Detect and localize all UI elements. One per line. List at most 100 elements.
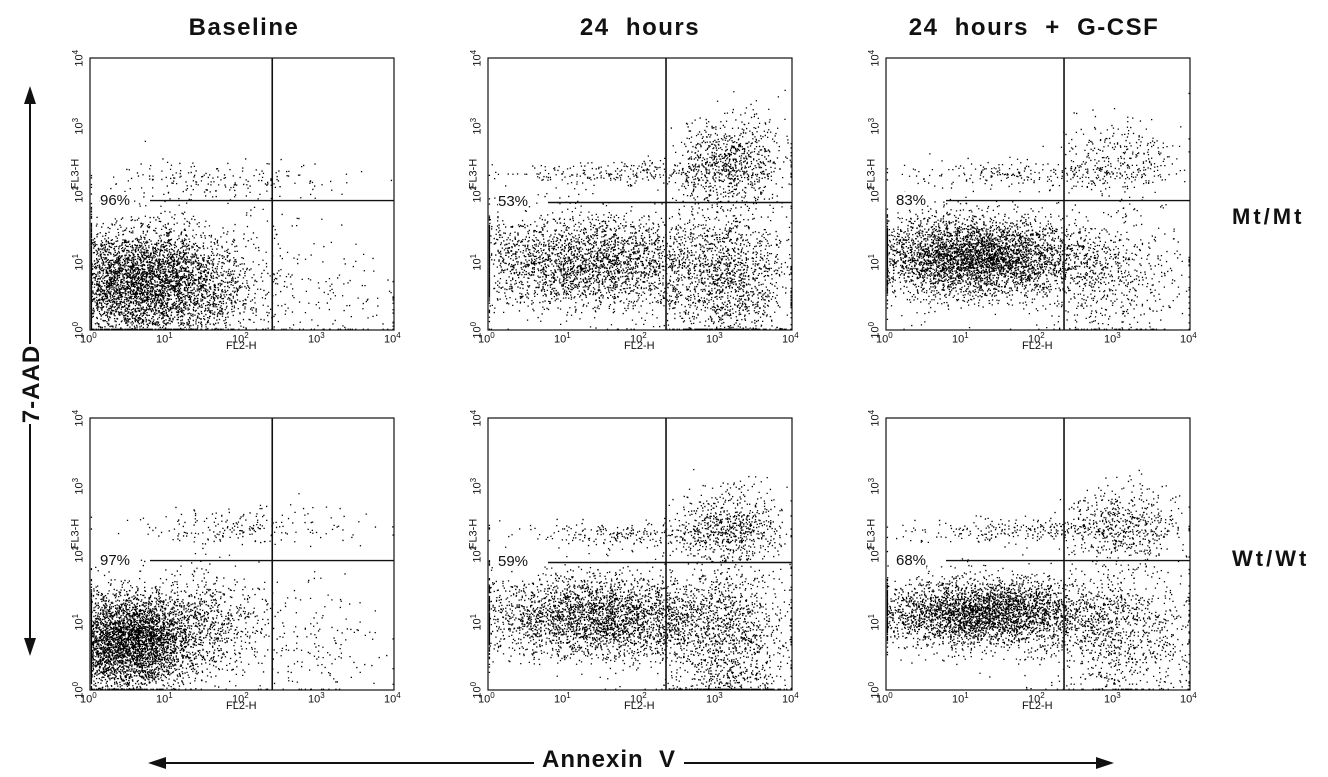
y-tick-label: 103 [867, 477, 882, 495]
scatter-panel-24h-mt: 53% 100 101 102 103 104 100 101 102 103 104 FL2-H FL… [467, 50, 798, 352]
y-tick-label: 100 [867, 681, 882, 699]
y-tick-label: 100 [469, 321, 484, 339]
y-tick-label: 101 [867, 253, 882, 271]
x-axis-channel-label: FL2-H [624, 700, 655, 712]
y-tick-label: 101 [71, 253, 86, 271]
scatter-svg [487, 417, 793, 691]
quadrant-percent-label: 97% [100, 551, 131, 569]
x-tick-label: 101 [554, 691, 571, 706]
scatter-points [886, 469, 1190, 690]
x-tick-label: 100 [876, 691, 893, 706]
scatter-dots [90, 140, 394, 330]
scatter-svg [885, 417, 1191, 691]
quadrant-percent-label: 96% [100, 191, 131, 209]
scatter-points [488, 89, 792, 330]
scatter-dots [886, 92, 1190, 330]
plot-frame [487, 57, 793, 331]
x-tick-label: 101 [952, 331, 969, 346]
y-tick-label: 103 [469, 477, 484, 495]
x-tick-label: 102 [232, 691, 249, 706]
quadrant-percent-label: 68% [896, 551, 927, 569]
x-tick-label: 103 [308, 331, 325, 346]
x-tick-label: 100 [478, 331, 495, 346]
x-tick-label: 101 [156, 331, 173, 346]
y-tick-label: 103 [71, 117, 86, 135]
x-tick-label: 104 [1180, 691, 1197, 706]
plot-frame [89, 57, 395, 331]
y-tick-label: 104 [867, 49, 882, 67]
x-axis-channel-label: FL2-H [226, 340, 257, 352]
y-tick-label: 101 [71, 613, 86, 631]
scatter-panel-baseline-mt: 96% 100 101 102 103 104 100 101 102 103 104 FL2-H FL… [69, 50, 400, 352]
y-axis-channel-label: FL3-H [467, 158, 480, 190]
column-title-baseline: Baseline [188, 14, 300, 41]
x-tick-label: 104 [782, 691, 799, 706]
x-tick-label: 102 [232, 331, 249, 346]
scatter-panel-gcsf-mt: 83% 100 101 102 103 104 100 101 102 103 104 FL2-H FL… [865, 50, 1196, 352]
y-tick-label: 104 [71, 49, 86, 67]
scatter-dots [488, 469, 792, 690]
y-tick-label: 104 [469, 49, 484, 67]
x-axis-channel-label: FL2-H [1022, 700, 1053, 712]
scatter-dots [90, 493, 394, 690]
scatter-panel-baseline-wt: 97% 100 101 102 103 104 100 101 102 103 104 FL2-H FL… [69, 410, 400, 712]
y-tick-label: 104 [71, 409, 86, 427]
x-tick-label: 101 [554, 331, 571, 346]
x-tick-label: 102 [1028, 331, 1045, 346]
y-tick-label: 103 [867, 117, 882, 135]
x-tick-label: 100 [80, 331, 97, 346]
x-axis-channel-label: FL2-H [226, 700, 257, 712]
scatter-points [90, 493, 394, 690]
x-tick-label: 103 [1104, 331, 1121, 346]
y-axis-channel-label: FL3-H [865, 158, 878, 190]
x-tick-label: 103 [308, 691, 325, 706]
scatter-points [886, 92, 1190, 330]
row-label-wt-wt: Wt/Wt [1232, 546, 1310, 571]
scatter-panel-gcsf-wt: 68% 100 101 102 103 104 100 101 102 103 104 FL2-H FL… [865, 410, 1196, 712]
y-tick-label: 103 [71, 477, 86, 495]
y-tick-label: 101 [469, 613, 484, 631]
y-arrow-head-up [24, 86, 36, 104]
x-arrow-head-right [1096, 757, 1114, 769]
column-title-24-hours: 24 hours [579, 14, 701, 41]
y-tick-label: 104 [469, 409, 484, 427]
y-tick-label: 100 [71, 681, 86, 699]
scatter-svg [885, 57, 1191, 331]
y-axis-channel-label: FL3-H [865, 518, 878, 550]
y-axis-channel-label: FL3-H [69, 518, 82, 550]
x-axis-channel-label: FL2-H [624, 340, 655, 352]
column-title-24-hours-gcsf: 24 hours + G-CSF [908, 14, 1160, 41]
x-tick-label: 101 [952, 691, 969, 706]
scatter-svg [487, 57, 793, 331]
x-tick-label: 100 [80, 691, 97, 706]
plot-frame [885, 57, 1191, 331]
y-arrow-head-down [24, 638, 36, 656]
y-tick-label: 100 [867, 321, 882, 339]
scatter-points [488, 469, 792, 690]
x-tick-label: 100 [876, 331, 893, 346]
x-tick-label: 103 [706, 331, 723, 346]
x-tick-label: 104 [384, 331, 401, 346]
x-arrow-head-left [148, 757, 166, 769]
scatter-svg [89, 57, 395, 331]
x-tick-label: 104 [782, 331, 799, 346]
y-axis-channel-label: FL3-H [69, 158, 82, 190]
x-tick-label: 103 [706, 691, 723, 706]
scatter-dots [886, 469, 1190, 690]
scatter-panel-24h-wt: 59% 100 101 102 103 104 100 101 102 103 104 FL2-H FL… [467, 410, 798, 712]
x-tick-label: 102 [630, 691, 647, 706]
quadrant-percent-label: 83% [896, 191, 927, 209]
y-tick-label: 103 [469, 117, 484, 135]
scatter-svg [89, 417, 395, 691]
scatter-dots [488, 89, 792, 330]
x-tick-label: 100 [478, 691, 495, 706]
y-tick-label: 100 [71, 321, 86, 339]
x-tick-label: 104 [1180, 331, 1197, 346]
x-tick-label: 102 [630, 331, 647, 346]
x-tick-label: 103 [1104, 691, 1121, 706]
x-axis-channel-label: FL2-H [1022, 340, 1053, 352]
x-tick-label: 104 [384, 691, 401, 706]
scatter-points [90, 140, 394, 330]
y-axis-label: 7-AAD [18, 344, 46, 424]
quadrant-percent-label: 53% [498, 193, 529, 211]
